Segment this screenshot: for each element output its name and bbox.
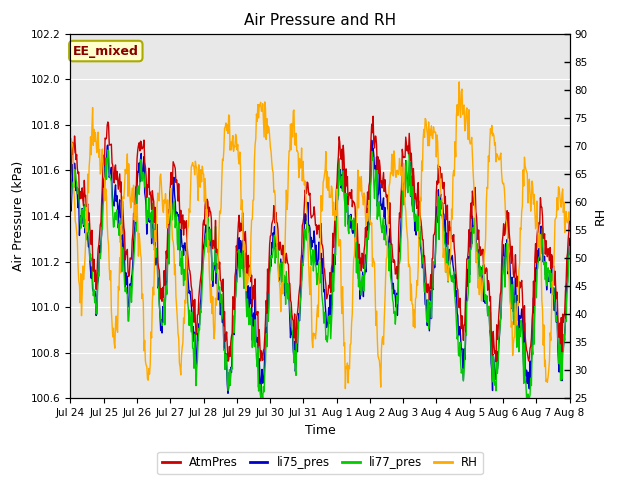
Text: EE_mixed: EE_mixed [73, 45, 139, 58]
Y-axis label: Air Pressure (kPa): Air Pressure (kPa) [12, 161, 26, 271]
X-axis label: Time: Time [305, 424, 335, 437]
Legend: AtmPres, li75_pres, li77_pres, RH: AtmPres, li75_pres, li77_pres, RH [157, 452, 483, 474]
Title: Air Pressure and RH: Air Pressure and RH [244, 13, 396, 28]
Y-axis label: RH: RH [593, 207, 606, 225]
